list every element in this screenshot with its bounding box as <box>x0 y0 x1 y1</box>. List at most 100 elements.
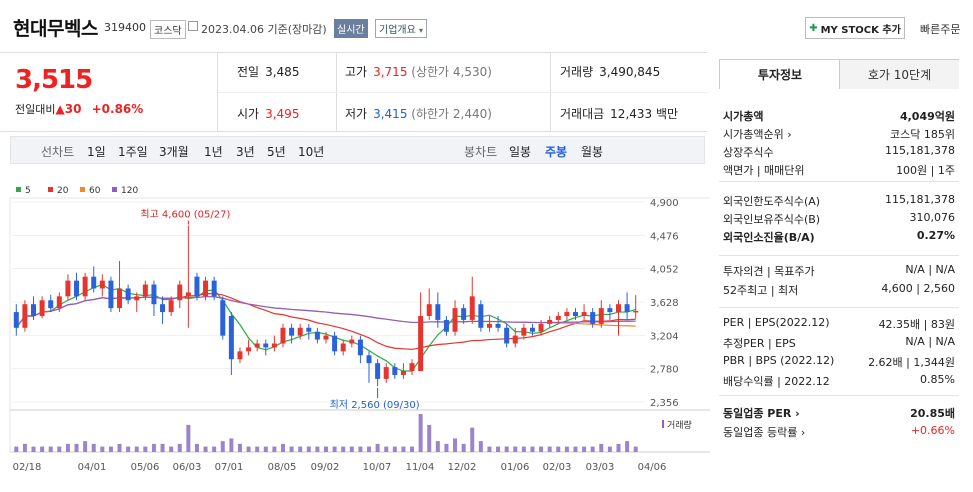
company-overview-dropdown[interactable]: 기업개요 ▾ <box>375 19 428 38</box>
candle-body <box>117 288 123 309</box>
change-label: 전일대비 <box>15 103 56 116</box>
quote-amount: 거래대금 12,433 백만 <box>560 105 678 122</box>
volume-bar <box>289 446 294 452</box>
change-percent: +0.86% <box>91 102 144 116</box>
tab-daily[interactable]: 일봉 <box>509 145 532 159</box>
info-row: PBR | BPS (2022.12) 2.62배 | 1,344원 <box>723 354 955 370</box>
tab-weekly[interactable]: 주봉 <box>545 145 568 159</box>
candle-body <box>607 308 613 313</box>
volume-legend-swatch <box>662 420 664 428</box>
lower-limit: (하한가 2,440) <box>411 107 492 121</box>
info-row: 외국인소진율(B/A) 0.27% <box>723 229 955 245</box>
candle-body <box>357 339 363 356</box>
candle-body <box>246 347 252 352</box>
legend-label: 20 <box>57 186 69 196</box>
legend-label: 120 <box>121 186 138 196</box>
volume-bar <box>22 443 27 452</box>
legend-swatch <box>16 187 21 192</box>
candle-body <box>400 371 406 375</box>
info-label: 외국인한도주식수(A) <box>723 195 821 208</box>
volume-bar <box>444 443 449 452</box>
tab-1y[interactable]: 1년 <box>204 145 223 159</box>
price-chart: 4,900 4,476 4,052 3,628 3,204 2,780 2,356 5 20 60… <box>0 178 710 489</box>
candle-body <box>185 292 191 297</box>
candle-body <box>426 304 432 316</box>
quote-high: 고가 3,715 (상한가 4,530) <box>345 63 492 80</box>
volume-bar <box>564 446 569 452</box>
tab-order-book[interactable]: 호가 10단계 <box>839 60 959 89</box>
x-tick-label: 02/18 <box>13 462 42 473</box>
candle-body <box>108 280 114 309</box>
volume-bar <box>487 446 492 452</box>
info-row: 추정PER | EPS N/A | N/A <box>723 335 955 351</box>
low-label: 저가 <box>345 107 368 121</box>
info-row: 상장주식수 115,181,378 <box>723 144 955 160</box>
volume-bar <box>255 446 260 452</box>
candle-body <box>452 308 458 332</box>
candle-body <box>572 312 578 316</box>
candle-body <box>280 327 286 344</box>
quick-order-link[interactable]: 빠른주문 <box>920 23 961 36</box>
volume-bar <box>237 443 242 452</box>
tab-monthly[interactable]: 월봉 <box>581 145 604 159</box>
candle-body <box>547 319 553 324</box>
volume-bar <box>401 446 406 452</box>
tab-investment-info[interactable]: 투자정보 <box>720 60 840 89</box>
volume-bar <box>57 446 62 452</box>
volume-bar <box>384 446 389 452</box>
y-tick-label: 4,900 <box>650 198 679 209</box>
volume-bar <box>83 441 88 452</box>
up-triangle-icon: ▲ <box>55 102 65 116</box>
tab-1d[interactable]: 1일 <box>87 145 106 159</box>
candle-chart-label: 봉차트 <box>464 145 498 159</box>
volume-bar <box>530 446 535 452</box>
volume-bar <box>435 441 440 452</box>
divider <box>719 307 959 308</box>
volume-bar <box>306 446 311 452</box>
info-row: 배당수익률 | 2022.12 0.85% <box>723 373 955 389</box>
candle-body <box>91 276 97 289</box>
y-tick-label: 4,476 <box>650 231 679 242</box>
my-stock-add-button[interactable]: ✚ MY STOCK 추가 <box>805 17 905 39</box>
volume-bar <box>108 446 113 452</box>
volume-bar <box>212 446 217 452</box>
high-value: 3,715 <box>373 65 408 79</box>
info-label: 시가총액 <box>723 110 764 123</box>
info-row: 동일업종 등락률 › +0.66% <box>723 424 955 440</box>
info-row: PER | EPS(2022.12) 42.35배 | 83원 <box>723 316 955 332</box>
tab-10y[interactable]: 10년 <box>298 145 325 159</box>
volume-bar <box>513 446 518 452</box>
tab-3m[interactable]: 3개월 <box>159 145 189 159</box>
info-label: 외국인보유주식수(B) <box>723 213 821 226</box>
line-chart-label: 선차트 <box>41 145 75 159</box>
date-text: 2023.04.06 기준(장마감) <box>201 23 327 36</box>
info-row: 액면가 | 매매단위 100원 | 1주 <box>723 162 955 178</box>
divider <box>719 255 959 256</box>
volume-bar <box>14 446 19 452</box>
volume-bar <box>91 443 96 452</box>
info-value: 115,181,378 <box>885 193 955 206</box>
candle-body <box>349 339 355 344</box>
volume-bar <box>298 446 303 452</box>
stock-name: 현대무벡스 <box>13 18 98 40</box>
current-price: 3,515 <box>15 65 93 95</box>
prev-value: 3,485 <box>265 65 300 79</box>
quote-table: 전일 3,485 고가 3,715 (상한가 4,530) 거래량 3,490,845… <box>217 52 708 132</box>
tab-5y[interactable]: 5년 <box>267 145 286 159</box>
candle-body <box>478 304 484 328</box>
volume-bar <box>272 446 277 452</box>
info-value: N/A | N/A <box>905 263 955 276</box>
info-row: 외국인한도주식수(A) 115,181,378 <box>723 193 955 209</box>
y-tick-label: 2,780 <box>650 365 679 376</box>
tab-3y[interactable]: 3년 <box>236 145 255 159</box>
volume-bar <box>375 443 380 452</box>
candle-body <box>409 363 415 372</box>
info-label: 동일업종 PER › <box>723 407 800 420</box>
volume-bar <box>496 446 501 452</box>
info-value: 20.85배 <box>910 407 955 420</box>
tab-1w[interactable]: 1주일 <box>118 145 148 159</box>
legend-swatch <box>112 187 117 192</box>
realtime-button[interactable]: 실시간 <box>334 19 368 38</box>
info-value: 0.85% <box>920 373 955 386</box>
volume-bar <box>461 443 466 452</box>
